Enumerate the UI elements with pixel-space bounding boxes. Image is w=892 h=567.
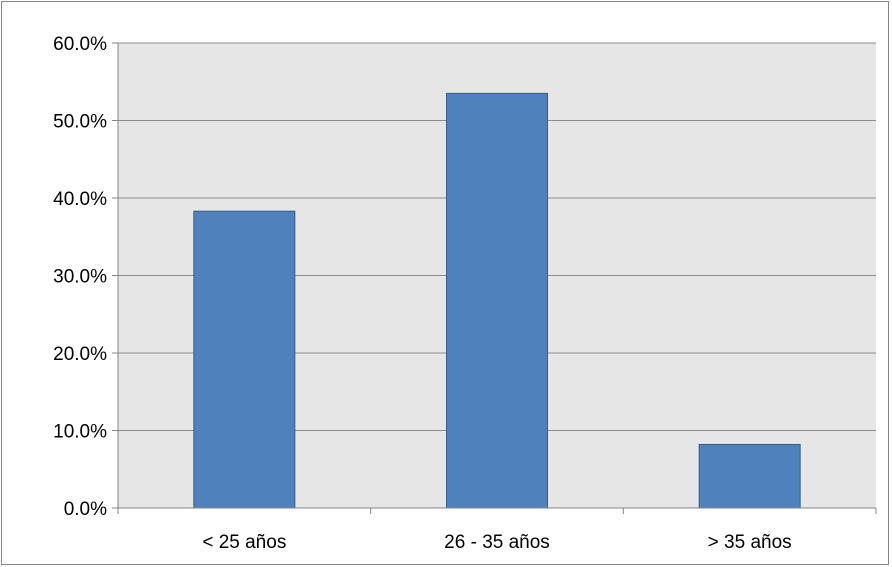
x-tick-label: 26 - 35 años <box>444 532 550 553</box>
y-tick-label: 40.0% <box>53 189 107 210</box>
x-tick-label: < 25 años <box>202 532 286 553</box>
y-tick-label: 20.0% <box>53 344 107 365</box>
x-tick-label: > 35 años <box>708 532 792 553</box>
y-tick-label: 50.0% <box>53 112 107 133</box>
y-tick-label: 60.0% <box>53 34 107 55</box>
y-tick-label: 0.0% <box>64 499 107 520</box>
y-tick-label: 30.0% <box>53 267 107 288</box>
y-tick-label: 10.0% <box>53 422 107 443</box>
bars <box>193 92 801 509</box>
bar <box>193 210 296 509</box>
x-tick-labels: < 25 años 26 - 35 años > 35 años <box>202 532 791 553</box>
axes <box>112 42 877 514</box>
bar <box>698 443 801 509</box>
bar <box>446 92 548 509</box>
y-tick-labels: 0.0% 10.0% 20.0% 30.0% 40.0% 50.0% 60.0% <box>53 34 107 520</box>
